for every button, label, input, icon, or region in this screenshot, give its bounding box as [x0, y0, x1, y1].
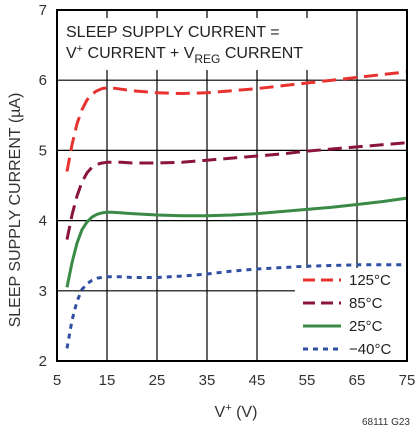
- x-tick-label: 5: [53, 372, 61, 389]
- series-lines: [65, 70, 408, 349]
- x-axis-label: V+ (V): [215, 402, 258, 421]
- legend: 125°C 85°C 25°C −40°C: [303, 272, 391, 358]
- annotation-v-sup: +: [77, 43, 83, 55]
- y-tick-label: 7: [39, 2, 47, 19]
- x-tick-label: 15: [99, 372, 116, 389]
- y-tick-label: 4: [39, 213, 47, 230]
- annotation-line2: V+ CURRENT + VREG CURRENT: [66, 43, 303, 66]
- series-line: [65, 141, 408, 240]
- x-tick-labels: 5 15 25 35 45 55 65 75: [53, 372, 416, 389]
- y-tick-label: 3: [39, 283, 47, 300]
- annotation-current2: CURRENT: [220, 45, 303, 62]
- x-tick-label: 65: [349, 372, 366, 389]
- legend-label: 85°C: [349, 295, 383, 312]
- y-axis-label: SLEEP SUPPLY CURRENT (µA): [7, 93, 24, 328]
- x-tick-label: 45: [249, 372, 266, 389]
- legend-label: 125°C: [349, 272, 391, 289]
- x-tick-label: 75: [399, 372, 416, 389]
- legend-label: −40°C: [349, 341, 391, 358]
- annotation-current: CURRENT + V: [83, 45, 195, 62]
- annotation-reg-sub: REG: [194, 52, 220, 66]
- series-line: [65, 196, 408, 288]
- y-tick-label: 2: [39, 353, 47, 370]
- legend-label: 25°C: [349, 318, 383, 335]
- x-tick-label: 55: [299, 372, 316, 389]
- annotation-v: V: [66, 45, 77, 62]
- y-tick-label: 5: [39, 142, 47, 159]
- x-axis-label-sup: +: [225, 402, 231, 414]
- x-axis-label-unit: (V): [232, 404, 258, 421]
- x-axis-label-v: V: [215, 404, 226, 421]
- figure-id: 68111 G23: [362, 417, 410, 428]
- y-tick-label: 6: [39, 72, 47, 89]
- legend-background: [295, 268, 406, 360]
- series-line: [65, 70, 408, 172]
- annotation-line1: SLEEP SUPPLY CURRENT =: [66, 24, 280, 41]
- x-tick-label: 25: [149, 372, 166, 389]
- plot-frame: [56, 9, 408, 362]
- y-tick-labels: 2 3 4 5 6 7: [39, 2, 47, 370]
- x-tick-label: 35: [199, 372, 216, 389]
- annotation-background: [59, 18, 309, 70]
